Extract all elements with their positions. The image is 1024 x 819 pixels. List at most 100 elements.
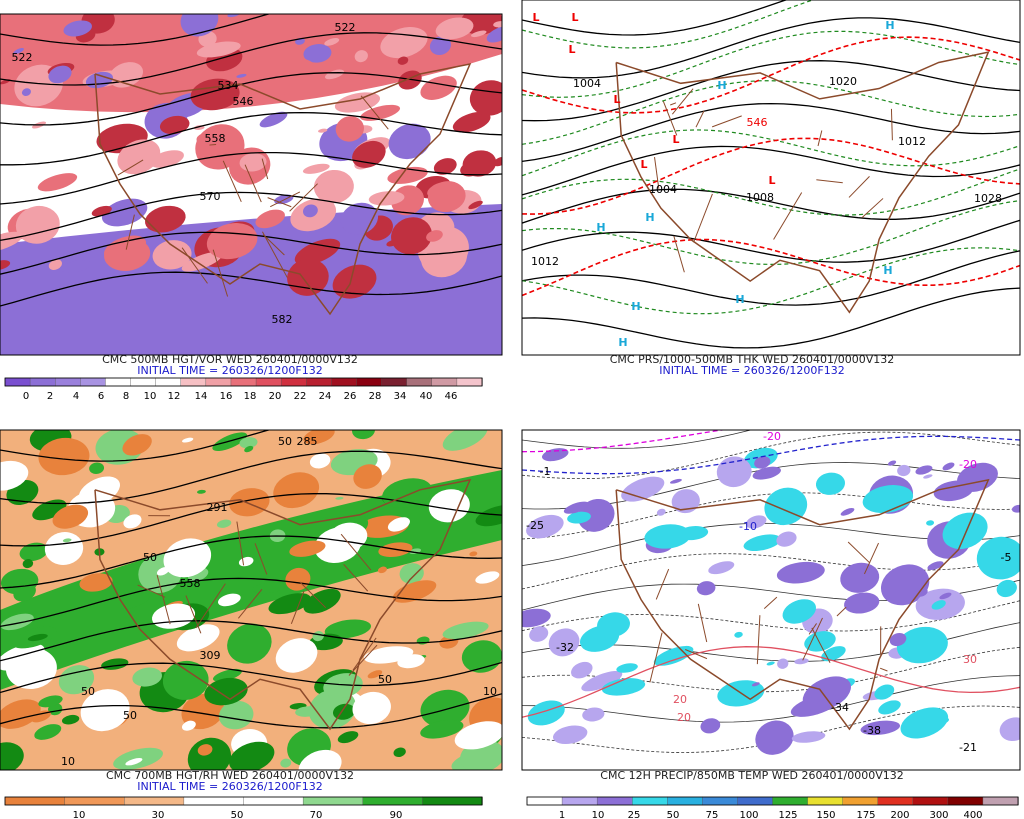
contour-label: 20 (677, 711, 691, 724)
state-border (654, 156, 660, 189)
shaded-area (889, 632, 907, 647)
contour (0, 535, 502, 589)
shaded-area (302, 163, 330, 174)
state-border (352, 637, 377, 671)
contour (522, 247, 1020, 315)
panel-title: CMC 12H PRECIP/850MB TEMP WED 260401/000… (600, 769, 903, 782)
colorbar-swatch (807, 796, 844, 806)
colorbar-swatch (302, 796, 364, 806)
state-border (212, 249, 229, 297)
contour (522, 60, 1020, 122)
contour-label: 291 (207, 501, 228, 514)
shaded-area (469, 80, 502, 116)
colorbar-label: 12 (168, 391, 181, 402)
shaded-area (653, 645, 694, 666)
colorbar-swatch (381, 377, 408, 387)
contour (0, 191, 502, 242)
contour-label: 50 (278, 435, 292, 448)
panel-frame (0, 429, 503, 771)
shaded-area (273, 472, 320, 509)
shaded-area (999, 717, 1020, 742)
shaded-area (874, 684, 895, 700)
shaded-area (696, 581, 716, 596)
state-border (655, 568, 670, 600)
contour (0, 14, 272, 46)
shaded-area (916, 588, 928, 597)
shaded-area (117, 139, 161, 175)
contour (0, 693, 502, 729)
state-border (261, 231, 288, 278)
shaded-area (325, 69, 345, 80)
contour-label: 1008 (746, 191, 774, 204)
shaded-area (426, 230, 443, 242)
state-border (836, 606, 847, 617)
shaded-area (597, 612, 630, 637)
shaded-area (754, 456, 771, 469)
shaded-area (766, 661, 775, 666)
colorbar-label: 28 (369, 391, 382, 402)
contour (0, 620, 502, 662)
colorbar-swatch (55, 377, 82, 387)
initial-time: INITIAL TIME = 260326/1200F132 (137, 780, 322, 793)
shaded-area (132, 667, 162, 687)
shaded-area (38, 437, 90, 476)
colorbar-label: 20 (269, 391, 282, 402)
shaded-area (34, 724, 62, 740)
state-border (817, 130, 823, 147)
state-border (261, 158, 269, 180)
shaded-area (468, 200, 483, 210)
state-border (697, 603, 708, 643)
panel-title: CMC 500MB HGT/VOR WED 260401/0000V132 (102, 353, 358, 366)
state-border (861, 198, 884, 219)
contour-label: 1028 (974, 192, 1002, 205)
colorbar-swatch (64, 796, 125, 806)
colorbar-swatch (982, 796, 1019, 806)
shaded-area (493, 21, 502, 28)
state-border (773, 192, 803, 240)
contour-label: H (735, 293, 744, 306)
shaded-area (245, 52, 271, 67)
colorbar-label: 400 (963, 810, 982, 819)
shaded-area (197, 744, 213, 756)
state-border (879, 667, 888, 672)
shaded-area (48, 259, 62, 270)
shaded-area (337, 731, 359, 744)
colorbar-frame (4, 377, 483, 387)
shaded-area (386, 240, 398, 247)
state-border (244, 164, 262, 203)
contour-label: -38 (863, 724, 881, 737)
colorbar-label: 125 (778, 810, 797, 819)
colorbar-swatch (912, 796, 949, 806)
shaded-area (227, 623, 272, 664)
contour-label: 309 (200, 649, 221, 662)
contour-label: 1012 (898, 135, 926, 148)
colorbar-swatch (124, 796, 185, 806)
colorbar-label: 26 (344, 391, 357, 402)
shaded-area (454, 721, 502, 750)
colorbar-swatch (431, 377, 458, 387)
colorbar-swatch (306, 377, 333, 387)
colorbar-swatch (947, 796, 984, 806)
shaded-area (335, 116, 364, 142)
contour-label: 30 (963, 653, 977, 666)
contour-label: 285 (297, 435, 318, 448)
state-border (254, 543, 268, 575)
colorbar-label: 10 (73, 810, 86, 819)
contour (0, 271, 502, 307)
contour-label: -20 (959, 458, 977, 471)
contour-label: 558 (180, 577, 201, 590)
shaded-area (782, 599, 817, 624)
colorbar-swatch (4, 796, 66, 806)
shaded-area (197, 489, 206, 494)
country-border (615, 51, 990, 314)
shaded-area (180, 14, 219, 37)
panel-frame (0, 13, 503, 356)
shaded-area (324, 619, 372, 639)
state-border (340, 533, 372, 571)
initial-time: INITIAL TIME = 260326/1200F132 (659, 364, 844, 377)
shaded-area (190, 78, 240, 111)
shaded-area (196, 133, 209, 144)
shaded-area (22, 559, 34, 569)
colorbar-label: 24 (319, 391, 332, 402)
shaded-area (152, 240, 192, 270)
